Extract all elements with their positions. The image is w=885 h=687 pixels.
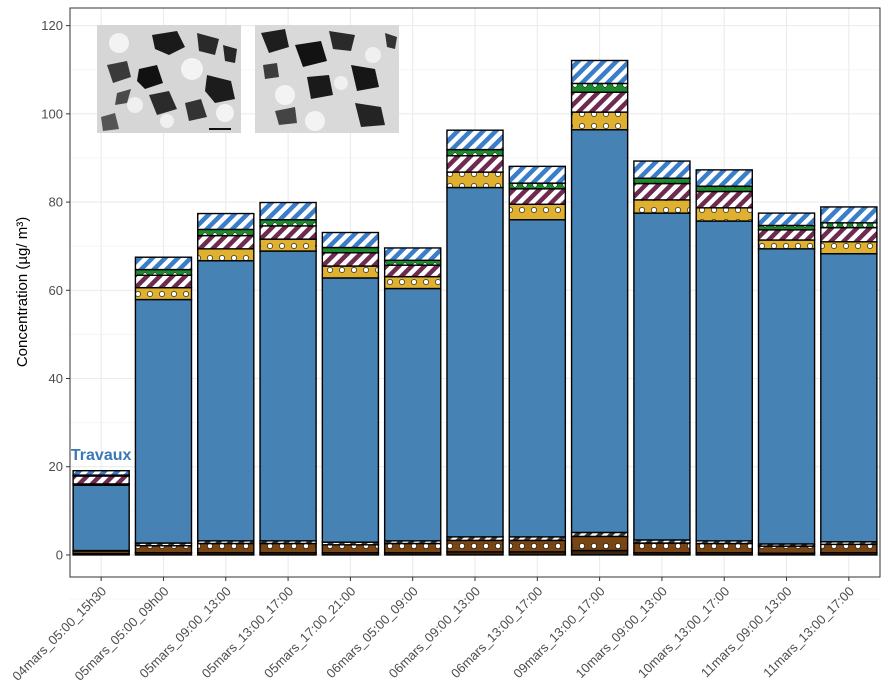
bar-segment	[757, 229, 816, 241]
y-tick-label: 0	[56, 547, 63, 562]
y-tick-label: 80	[49, 195, 63, 210]
bar-segment	[633, 160, 691, 179]
bar-segment	[633, 199, 691, 214]
bar-segment	[259, 201, 317, 221]
bar-segment	[757, 239, 816, 250]
bar-segment	[383, 264, 442, 278]
bar-segment	[820, 226, 878, 243]
bar-segment	[197, 260, 255, 542]
bar-segment	[134, 268, 193, 276]
bar-segment	[259, 219, 317, 227]
bar-segment	[695, 207, 753, 222]
bar-segment	[197, 212, 255, 231]
bar-segment	[695, 190, 753, 209]
bar-segment	[259, 225, 317, 240]
bar-segment	[757, 248, 816, 545]
bar-segment	[695, 185, 753, 193]
bar-segment	[757, 545, 816, 554]
bar-segment	[197, 542, 255, 554]
bar-segment	[446, 539, 504, 553]
bar-segment	[508, 219, 567, 538]
y-tick-label: 120	[41, 18, 63, 33]
bar-segment	[383, 542, 442, 554]
bar-segment	[321, 265, 380, 279]
bar-segment	[321, 246, 380, 254]
bar-segment	[259, 238, 317, 252]
bar-segment	[570, 59, 629, 85]
bar-segment	[570, 82, 629, 93]
bar-segment	[72, 484, 130, 552]
bar-segment	[446, 129, 504, 151]
bar-segment	[695, 169, 753, 187]
bar-segment	[446, 186, 504, 538]
bar-segment	[72, 475, 130, 485]
bar-segment	[446, 155, 504, 173]
y-axis: 0 20 40 60 80 100 120	[41, 18, 70, 562]
bar-segment	[446, 148, 504, 157]
bar-segment	[197, 228, 255, 237]
bar-segment	[134, 256, 193, 271]
bar-segment	[820, 543, 878, 554]
bar-segment	[570, 91, 629, 113]
bar-segment	[508, 182, 567, 190]
y-tick-label: 100	[41, 106, 63, 121]
bar-segment	[633, 182, 691, 201]
bar-segment	[633, 177, 691, 185]
bars	[72, 59, 878, 556]
bar-segment	[508, 165, 567, 184]
bar-segment	[570, 535, 629, 552]
bar-segment	[134, 274, 193, 289]
bar-segment	[321, 544, 380, 554]
bar-segment	[820, 206, 878, 224]
bar-segment	[695, 220, 753, 542]
bar-segment	[383, 287, 442, 542]
bar-segment	[383, 275, 442, 290]
bar-segment	[508, 188, 567, 205]
bar-segment	[72, 469, 130, 476]
bar-segment	[446, 171, 504, 189]
x-axis: 04mars_05:00_15h3005mars_05:00_09h0005ma…	[9, 577, 857, 684]
bar-segment	[508, 203, 567, 221]
bar-segment	[321, 252, 380, 267]
bar-segment	[134, 298, 193, 544]
microscopy-image-2	[255, 25, 399, 133]
bar-segment	[197, 248, 255, 262]
y-tick-label: 60	[49, 283, 63, 298]
microscopy-image-1	[97, 25, 241, 133]
bar-segment	[633, 542, 691, 554]
bar-segment	[570, 111, 629, 131]
bar-segment	[820, 252, 878, 543]
bar-segment	[259, 250, 317, 542]
y-axis-label: Concentration (µg/ m³)	[14, 217, 31, 367]
bar-segment	[633, 212, 691, 541]
bar-segment	[695, 542, 753, 554]
bar-segment	[757, 212, 816, 227]
bar-segment	[383, 247, 442, 262]
travaux-annotation: Travaux	[71, 447, 132, 464]
bar-segment	[321, 277, 380, 543]
bar-segment	[259, 542, 317, 554]
bar-segment	[820, 222, 878, 229]
bar-segment	[570, 129, 629, 534]
y-tick-label: 20	[49, 459, 63, 474]
bar-segment	[508, 539, 567, 553]
bar-segment	[820, 241, 878, 255]
bar-segment	[197, 234, 255, 250]
bar-segment	[383, 259, 442, 266]
bar-segment	[321, 231, 380, 249]
y-tick-label: 40	[49, 371, 63, 386]
bar-segment	[134, 544, 193, 554]
bar-segment	[134, 286, 193, 301]
